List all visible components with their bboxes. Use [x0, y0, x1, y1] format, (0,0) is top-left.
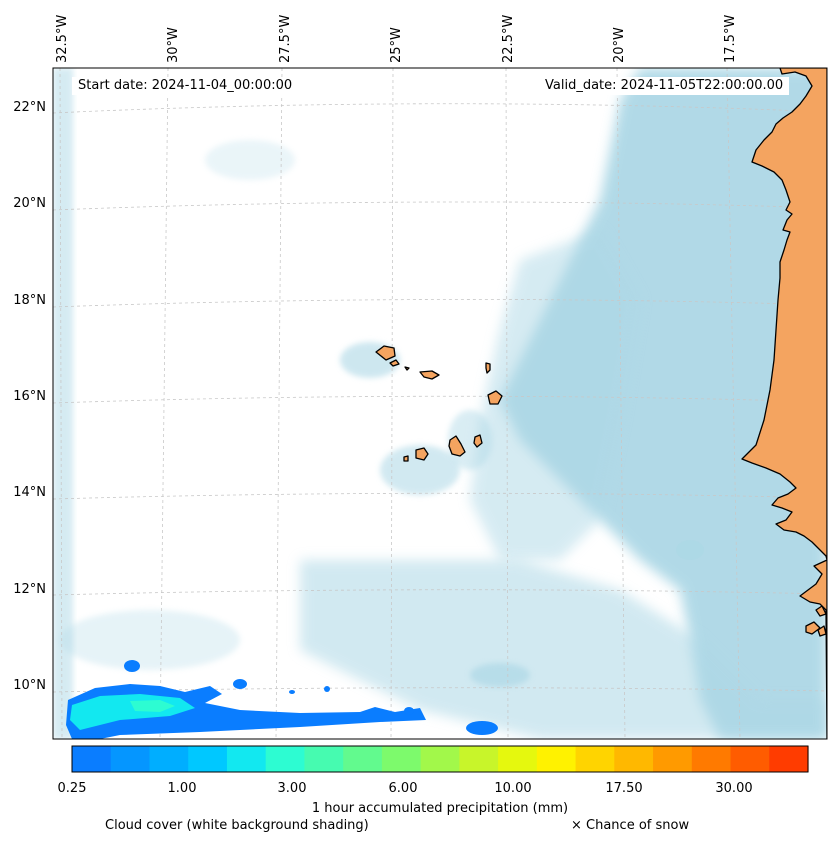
- latitude-labels: 22°N 20°N 18°N 16°N 14°N 12°N 10°N: [13, 100, 46, 693]
- colorbar-swatch: [614, 746, 654, 772]
- colorbar-tick-label: 1.00: [167, 781, 197, 796]
- bijagos-islands-3: [817, 625, 827, 637]
- precip-cell-b: [233, 679, 247, 689]
- colorbar-swatch: [730, 746, 770, 772]
- precipitation: [66, 660, 498, 739]
- cloud-patch-sw: [60, 610, 240, 670]
- bijagos-islands: [805, 621, 821, 635]
- island-boa-vista: [487, 390, 503, 405]
- island-sao-vicente: [389, 359, 400, 367]
- valid-date-label: Valid_date: 2024-11-05T22:00:00.00: [539, 77, 790, 95]
- colorbar-swatch: [459, 746, 499, 772]
- lon-label: 25°W: [389, 27, 404, 63]
- colorbar-swatch: [653, 746, 693, 772]
- island-brava: [403, 455, 409, 462]
- colorbar-swatch: [769, 746, 809, 772]
- lon-label: 20°W: [612, 27, 627, 63]
- island-santa-luzia: [404, 366, 410, 371]
- cloud-cover-legend: Cloud cover (white background shading): [105, 818, 369, 833]
- island-fogo: [415, 447, 429, 461]
- island-sao-nicolau: [419, 370, 440, 380]
- map-area[interactable]: [53, 68, 827, 739]
- precip-band-core: [130, 700, 175, 712]
- cloud-south-band: [300, 560, 827, 739]
- colorbar-swatch: [149, 746, 189, 772]
- lon-label: 22.5°W: [501, 15, 516, 63]
- colorbar-swatch: [188, 746, 228, 772]
- cloud-east-mass: [500, 68, 827, 739]
- cloud-patch-s2: [470, 663, 530, 687]
- start-date-label: Start date: 2024-11-04_00:00:00: [72, 77, 299, 95]
- island-maio: [473, 434, 483, 448]
- colorbar-swatch: [498, 746, 538, 772]
- colorbar-swatch: [72, 746, 112, 772]
- colorbar-swatch: [420, 746, 460, 772]
- colorbar-swatch: [226, 746, 267, 772]
- cloud-west-strip: [53, 68, 73, 739]
- africa-coastline: [741, 68, 827, 739]
- colorbar: [72, 746, 809, 772]
- lon-label: 17.5°W: [723, 15, 738, 63]
- land: [375, 68, 827, 739]
- lat-label: 12°N: [13, 582, 46, 597]
- lon-label: 32.5°W: [55, 15, 70, 63]
- colorbar-swatch: [575, 746, 615, 772]
- colorbar-swatch: [265, 746, 306, 772]
- precip-cell-e: [324, 686, 330, 692]
- colorbar-tick-label: 0.25: [57, 781, 87, 796]
- lat-label: 22°N: [13, 100, 46, 115]
- longitude-labels: 32.5°W 30°W 27.5°W 25°W 22.5°W 20°W 17.5…: [55, 15, 738, 63]
- cloud-patch-e2: [676, 540, 704, 560]
- precip-cell-f: [289, 690, 295, 694]
- lon-label: 27.5°W: [278, 15, 293, 63]
- snow-legend: × Chance of snow: [571, 818, 690, 833]
- cloud-cover-shading: [53, 68, 827, 739]
- colorbar-swatch: [381, 746, 422, 772]
- cloud-islands-b: [380, 445, 460, 495]
- gridlines: [53, 68, 827, 739]
- colorbar-swatch: [691, 746, 732, 772]
- colorbar-swatch: [536, 746, 577, 772]
- lat-label: 16°N: [13, 389, 46, 404]
- precip-cell-d: [404, 707, 414, 715]
- colorbar-swatch: [343, 746, 383, 772]
- bijagos-islands-2: [815, 605, 827, 617]
- colorbar-swatch: [110, 746, 151, 772]
- colorbar-tick-label: 6.00: [388, 781, 418, 796]
- map-frame: [52, 67, 828, 740]
- lon-label: 30°W: [166, 27, 181, 63]
- colorbar-tick-label: 30.00: [715, 781, 753, 796]
- lat-label: 20°N: [13, 196, 46, 211]
- cloud-patch-north: [205, 140, 295, 180]
- lat-label: 14°N: [13, 485, 46, 500]
- cloud-east-fringe: [470, 230, 640, 560]
- colorbar-title: 1 hour accumulated precipitation (mm): [311, 801, 569, 816]
- colorbar-tick-label: 10.00: [494, 781, 532, 796]
- island-santo-antao: [375, 345, 396, 361]
- precip-cell-c: [466, 721, 498, 735]
- colorbar-swatch: [304, 746, 344, 772]
- island-santiago: [448, 435, 466, 457]
- lat-label: 18°N: [13, 293, 46, 308]
- colorbar-tick-label: 3.00: [277, 781, 307, 796]
- colorbar-frame: [71, 745, 809, 773]
- island-sal: [485, 362, 491, 374]
- colorbar-tick-label: 17.50: [605, 781, 643, 796]
- precip-cell-a: [124, 660, 140, 672]
- lat-label: 10°N: [13, 678, 46, 693]
